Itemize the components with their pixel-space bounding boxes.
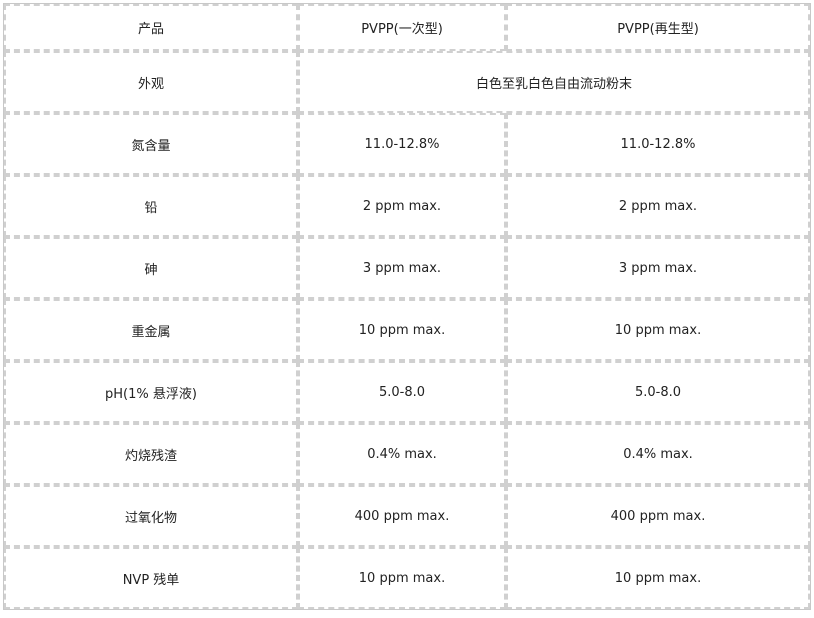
- table-row: 重金属 10 ppm max. 10 ppm max.: [4, 299, 810, 361]
- row-value-regenerable: 400 ppm max.: [506, 485, 810, 547]
- table-row: 灼烧残渣 0.4% max. 0.4% max.: [4, 423, 810, 485]
- row-value-single-use: 5.0-8.0: [298, 361, 506, 423]
- row-label: 过氧化物: [4, 485, 298, 547]
- table-row: 过氧化物 400 ppm max. 400 ppm max.: [4, 485, 810, 547]
- row-value-single-use: 2 ppm max.: [298, 175, 506, 237]
- table-row: 外观 白色至乳白色自由流动粉末: [4, 51, 810, 113]
- row-value-single-use: 3 ppm max.: [298, 237, 506, 299]
- row-value-regenerable: 0.4% max.: [506, 423, 810, 485]
- table-row: NVP 残单 10 ppm max. 10 ppm max.: [4, 547, 810, 609]
- row-label: 灼烧残渣: [4, 423, 298, 485]
- table-header-row: 产品 PVPP(一次型) PVPP(再生型): [4, 4, 810, 51]
- row-value-regenerable: 3 ppm max.: [506, 237, 810, 299]
- row-value: 白色至乳白色自由流动粉末: [298, 51, 810, 113]
- row-label: 铅: [4, 175, 298, 237]
- table-row: pH(1% 悬浮液) 5.0-8.0 5.0-8.0: [4, 361, 810, 423]
- row-label: 外观: [4, 51, 298, 113]
- row-label: pH(1% 悬浮液): [4, 361, 298, 423]
- header-cell-product: 产品: [4, 4, 298, 51]
- row-value-single-use: 400 ppm max.: [298, 485, 506, 547]
- row-value-regenerable: 2 ppm max.: [506, 175, 810, 237]
- row-label: 砷: [4, 237, 298, 299]
- row-value-single-use: 0.4% max.: [298, 423, 506, 485]
- row-label: NVP 残单: [4, 547, 298, 609]
- row-value-regenerable: 10 ppm max.: [506, 547, 810, 609]
- row-value-single-use: 11.0-12.8%: [298, 113, 506, 175]
- spec-table: 产品 PVPP(一次型) PVPP(再生型) 外观 白色至乳白色自由流动粉末 氮…: [3, 3, 811, 610]
- row-label: 氮含量: [4, 113, 298, 175]
- header-cell-single-use: PVPP(一次型): [298, 4, 506, 51]
- row-value-regenerable: 5.0-8.0: [506, 361, 810, 423]
- row-label: 重金属: [4, 299, 298, 361]
- row-value-regenerable: 10 ppm max.: [506, 299, 810, 361]
- row-value-single-use: 10 ppm max.: [298, 547, 506, 609]
- header-cell-regenerable: PVPP(再生型): [506, 4, 810, 51]
- row-value-regenerable: 11.0-12.8%: [506, 113, 810, 175]
- table-row: 氮含量 11.0-12.8% 11.0-12.8%: [4, 113, 810, 175]
- row-value-single-use: 10 ppm max.: [298, 299, 506, 361]
